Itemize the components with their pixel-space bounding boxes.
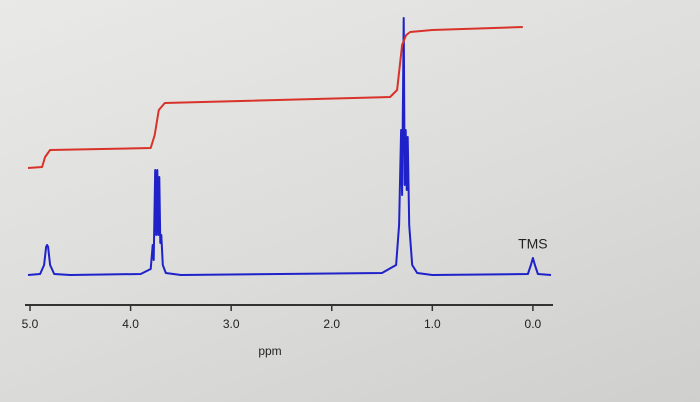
series-line	[27, 17, 552, 276]
x-axis-label: ppm	[258, 344, 281, 358]
x-tick-label: 3.0	[223, 317, 240, 331]
x-tick-label: 1.0	[424, 317, 441, 331]
series-line	[27, 26, 523, 169]
x-tick-label: 2.0	[323, 317, 340, 331]
x-tick-label: 0.0	[525, 317, 542, 331]
x-tick-label: 4.0	[122, 317, 139, 331]
x-tick-label: 5.0	[22, 317, 39, 331]
annotation: TMS	[518, 236, 548, 252]
